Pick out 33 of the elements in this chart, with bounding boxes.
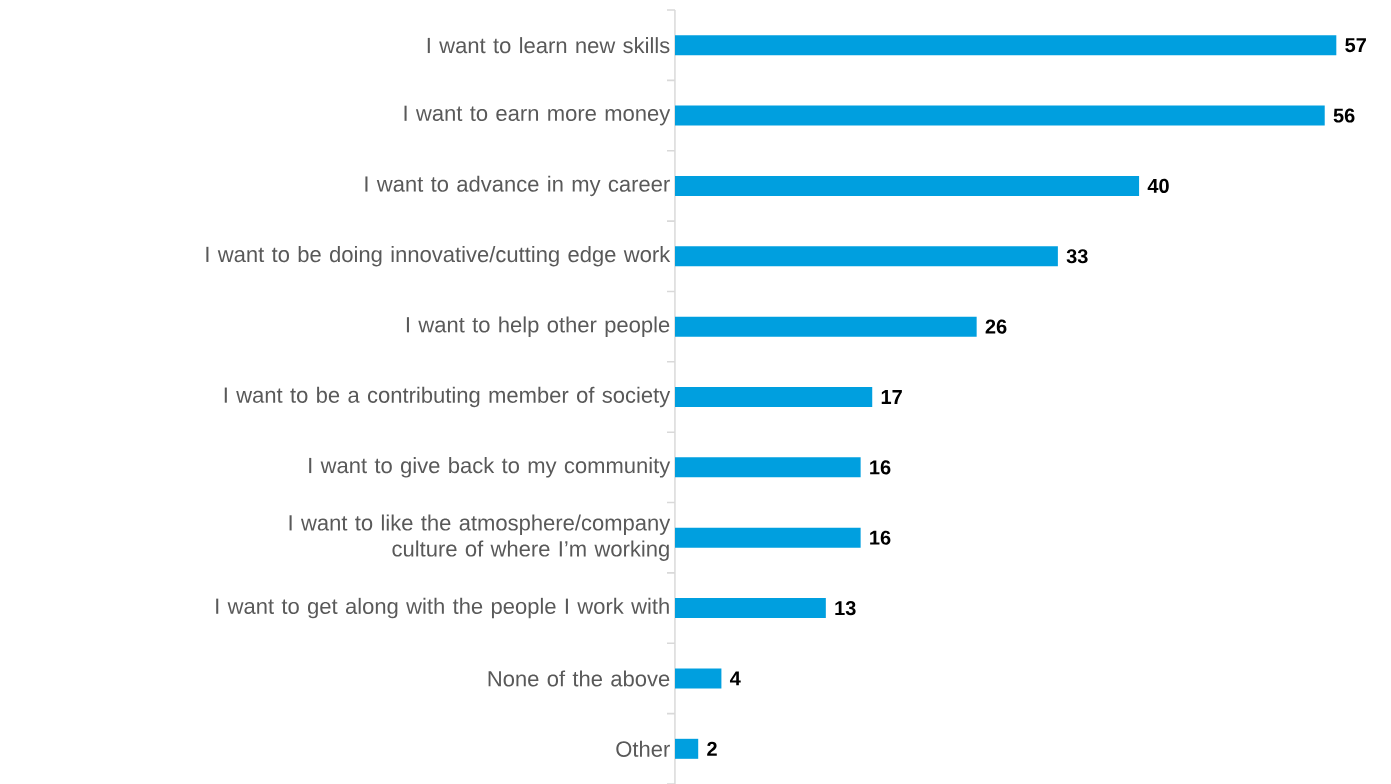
- y-tick-label: I want to like the atmosphere/company culture of where I’m working: [289, 514, 671, 561]
- data-label: 40: [1147, 178, 1169, 193]
- bar: [675, 738, 699, 759]
- data-label: 56: [1333, 108, 1355, 123]
- bar: [675, 527, 861, 548]
- bar: [675, 316, 977, 337]
- y-tick-label: None of the above: [488, 670, 670, 687]
- y-tick-label: I want to get along with the people I work with: [216, 597, 669, 619]
- data-label: 13: [835, 600, 856, 616]
- y-tick-label: I want to help other people: [406, 316, 670, 337]
- data-label: 4: [729, 671, 741, 686]
- bar: [675, 246, 1058, 267]
- data-label: 16: [870, 460, 891, 475]
- y-tick-label: I want to advance in my career: [365, 175, 670, 197]
- y-tick-label: I want to be a contributing member of society: [224, 386, 671, 408]
- y-tick-label: I want to give back to my community: [309, 457, 671, 478]
- bar: [675, 457, 861, 478]
- y-tick-label: Other: [616, 740, 670, 757]
- bar: [675, 387, 873, 407]
- bar: [675, 35, 1337, 56]
- data-label: 16: [870, 530, 891, 545]
- data-label: 17: [881, 390, 902, 404]
- y-tick-label: I want to learn new skills: [427, 37, 670, 54]
- bar: [675, 105, 1325, 126]
- data-label: 33: [1066, 249, 1088, 264]
- bar: [675, 175, 1140, 196]
- y-tick-label: I want to earn more money: [404, 105, 671, 126]
- y-tick-label: I want to be doing innovative/cutting edge work: [206, 246, 671, 267]
- bar: [675, 598, 826, 619]
- data-label: 26: [985, 319, 1007, 334]
- data-label: 57: [1345, 38, 1366, 53]
- bar: [675, 668, 722, 689]
- data-label: 2: [707, 741, 717, 756]
